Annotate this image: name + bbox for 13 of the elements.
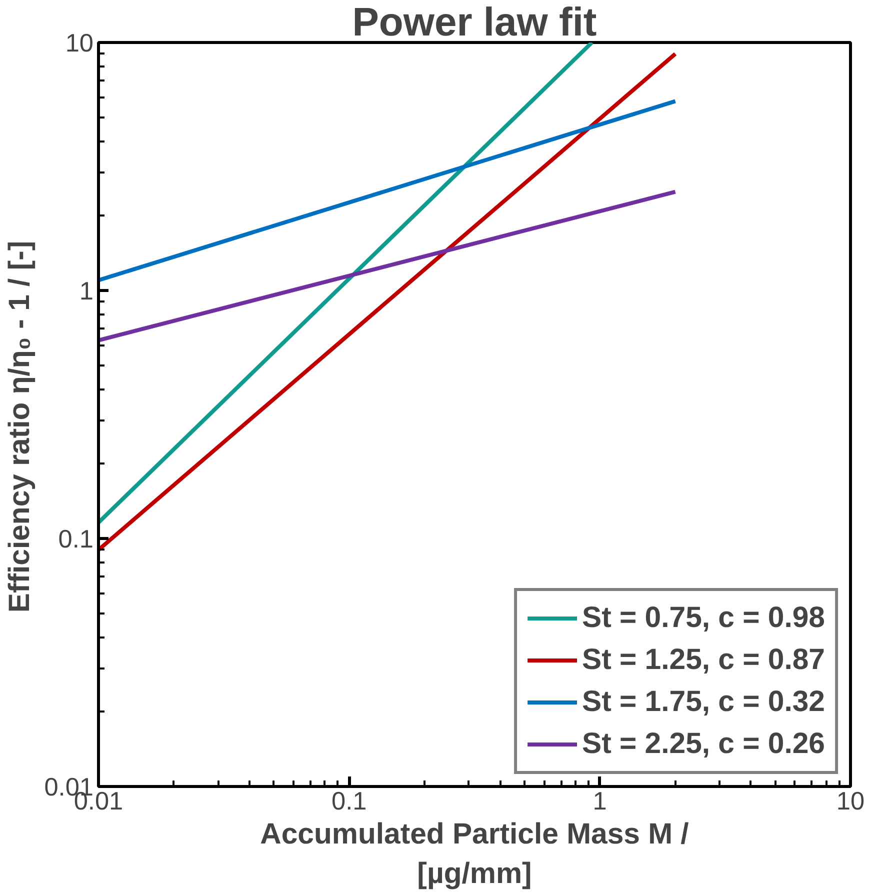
y-axis-title: Efficiency ratio η/η₀ - 1 / [-]	[3, 240, 36, 613]
chart-title: Power law fit	[352, 0, 597, 44]
y-tick-label: 1	[79, 278, 94, 306]
legend-label: St = 2.25, c = 0.26	[582, 727, 825, 761]
legend-label: St = 1.25, c = 0.87	[582, 643, 825, 677]
legend-label: St = 1.75, c = 0.32	[582, 685, 825, 719]
x-tick-label: 0.1	[332, 788, 367, 816]
x-axis-title: Accumulated Particle Mass M / [µg/mm]	[260, 818, 689, 890]
legend-label: St = 0.75, c = 0.98	[582, 601, 825, 635]
x-tick-label: 10	[836, 788, 865, 816]
x-tick-label: 1	[592, 788, 607, 816]
y-tick-label: 10	[65, 30, 94, 58]
y-tick-label: 0.1	[58, 526, 94, 554]
